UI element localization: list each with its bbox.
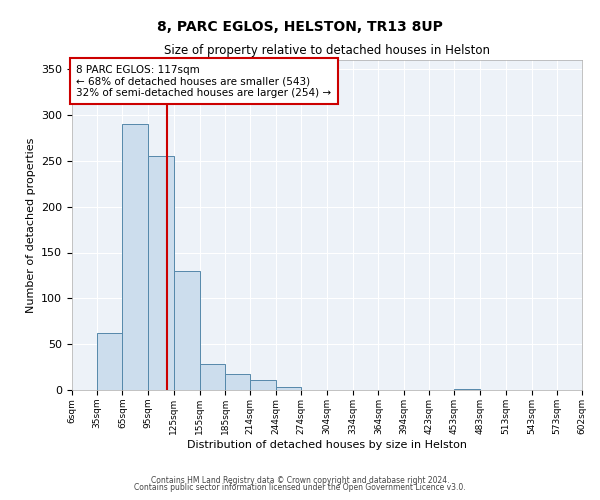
Bar (225, 374, 250, 390)
Text: Contains public sector information licensed under the Open Government Licence v3: Contains public sector information licen… (134, 484, 466, 492)
Text: Contains HM Land Registry data © Crown copyright and database right 2024.: Contains HM Land Registry data © Crown c… (151, 476, 449, 485)
Bar (275, 387, 301, 390)
Bar (122, 124, 148, 390)
Bar (174, 271, 199, 390)
Y-axis label: Number of detached properties: Number of detached properties (26, 138, 35, 312)
Bar (97, 333, 122, 390)
X-axis label: Distribution of detached houses by size in Helston: Distribution of detached houses by size … (187, 440, 467, 450)
Text: 8, PARC EGLOS, HELSTON, TR13 8UP: 8, PARC EGLOS, HELSTON, TR13 8UP (157, 20, 443, 34)
Bar (148, 156, 174, 390)
Bar (250, 380, 275, 390)
Bar (455, 389, 480, 390)
Text: 8 PARC EGLOS: 117sqm
← 68% of detached houses are smaller (543)
32% of semi-deta: 8 PARC EGLOS: 117sqm ← 68% of detached h… (76, 64, 331, 98)
Bar (199, 364, 225, 390)
Title: Size of property relative to detached houses in Helston: Size of property relative to detached ho… (164, 44, 490, 58)
